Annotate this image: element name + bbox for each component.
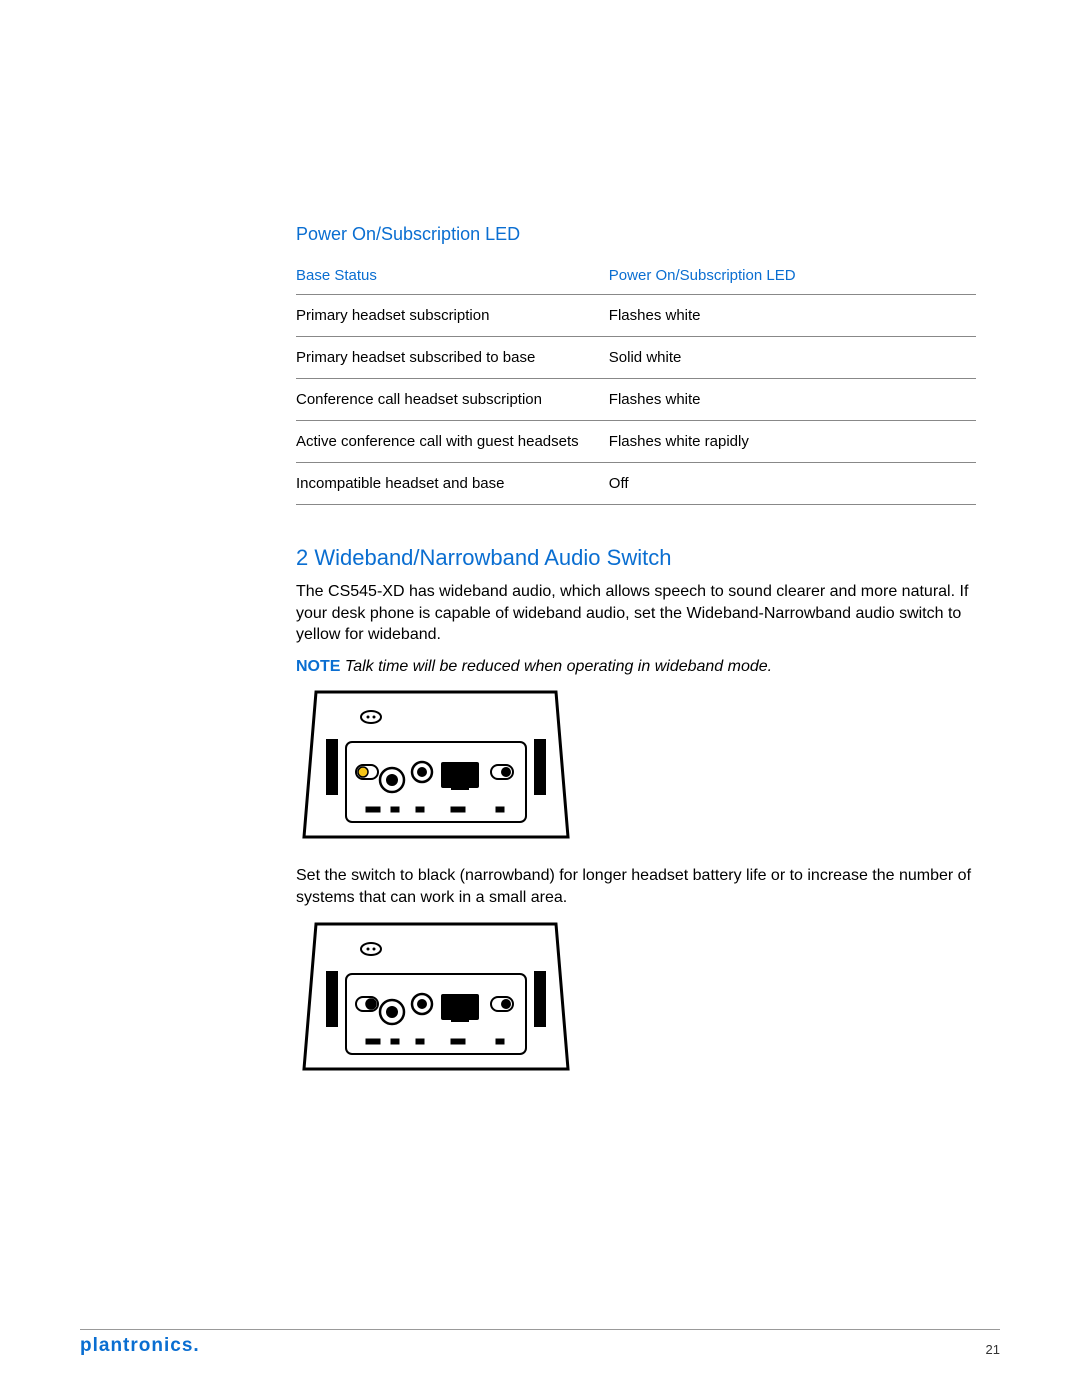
base-diagram-narrowband [296,919,976,1079]
section2-note: NOTE Talk time will be reduced when oper… [296,656,976,678]
base-diagram-wideband [296,687,976,847]
note-label: NOTE [296,658,340,675]
table-row: Active conference call with guest headse… [296,421,976,463]
table-cell: Primary headset subscribed to base [296,337,609,379]
content-area: Power On/Subscription LED Base Status Po… [296,224,976,1097]
table-cell: Flashes white rapidly [609,421,976,463]
table-cell: Primary headset subscription [296,295,609,337]
table-row: Incompatible headset and base Off [296,463,976,505]
led-status-table: Base Status Power On/Subscription LED Pr… [296,257,976,505]
table-cell: Incompatible headset and base [296,463,609,505]
table-header-col1: Base Status [296,257,609,295]
section2-title: 2 Wideband/Narrowband Audio Switch [296,545,976,571]
note-text: Talk time will be reduced when operating… [340,658,772,675]
brand-logo: plantronics. [80,1335,200,1357]
table-header-col2: Power On/Subscription LED [609,257,976,295]
section2-para1: The CS545-XD has wideband audio, which a… [296,581,976,646]
table-row: Conference call headset subscription Fla… [296,379,976,421]
table-cell: Solid white [609,337,976,379]
section2-para2: Set the switch to black (narrowband) for… [296,865,976,908]
table-row: Primary headset subscribed to base Solid… [296,337,976,379]
table-cell: Flashes white [609,295,976,337]
table-cell: Flashes white [609,379,976,421]
table-cell: Off [609,463,976,505]
section1-title: Power On/Subscription LED [296,224,976,245]
table-row: Primary headset subscription Flashes whi… [296,295,976,337]
table-cell: Conference call headset subscription [296,379,609,421]
page-footer: plantronics. 21 [80,1329,1000,1357]
table-cell: Active conference call with guest headse… [296,421,609,463]
page-number: 21 [986,1342,1000,1357]
page: Power On/Subscription LED Base Status Po… [0,0,1080,1397]
